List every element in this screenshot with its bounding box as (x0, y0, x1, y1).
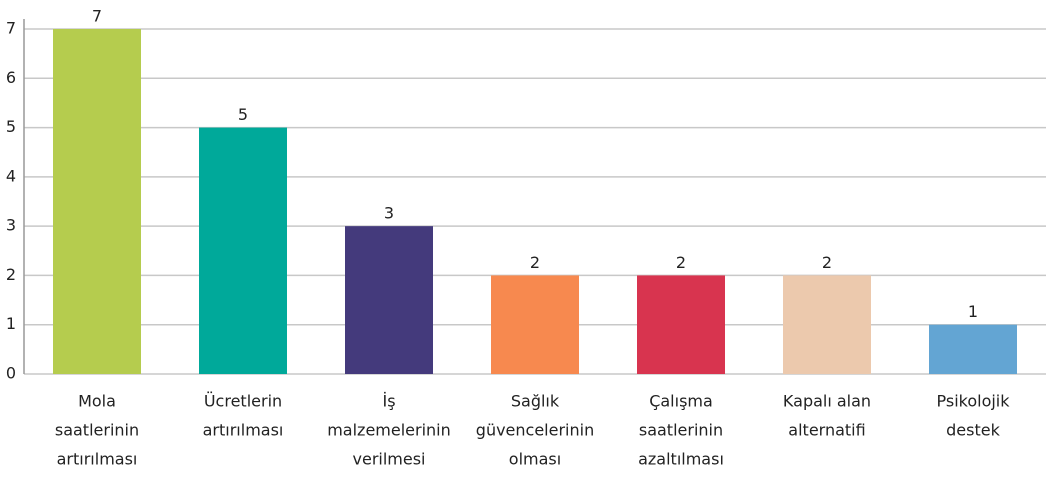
value-label: 7 (92, 7, 102, 26)
bar (491, 275, 579, 374)
y-tick-label: 3 (6, 216, 16, 235)
value-label: 2 (822, 253, 832, 272)
bar (929, 324, 1017, 374)
x-tick-label: saatlerinin (639, 421, 723, 440)
y-tick-label: 0 (6, 364, 16, 383)
x-tick-label: artırılması (57, 450, 138, 469)
x-tick-label: verilmesi (353, 450, 426, 469)
y-tick-label: 4 (6, 166, 16, 185)
bar (637, 275, 725, 374)
value-label: 5 (238, 105, 248, 124)
bar (783, 275, 871, 374)
x-tick-label: azaltılması (638, 450, 724, 469)
x-tick-label: destek (946, 421, 1000, 440)
x-tick-label: İş (382, 392, 395, 411)
y-tick-label: 7 (6, 19, 16, 38)
x-tick-label: malzemelerinin (327, 421, 451, 440)
value-label: 1 (968, 302, 978, 321)
value-label: 3 (384, 204, 394, 223)
value-label: 2 (676, 253, 686, 272)
x-tick-label: Sağlık (511, 392, 560, 411)
x-tick-label: Çalışma (649, 392, 713, 411)
x-tick-label: saatlerinin (55, 421, 139, 440)
y-tick-label: 1 (6, 314, 16, 333)
x-tick-label: Kapalı alan (783, 392, 871, 411)
value-label: 2 (530, 253, 540, 272)
bar (199, 127, 287, 374)
x-tick-label: alternatifi (788, 421, 865, 440)
bar (53, 29, 141, 374)
x-tick-label: Psikolojik (936, 392, 1010, 411)
bar (345, 226, 433, 374)
y-tick-label: 2 (6, 265, 16, 284)
x-tick-label: artırılması (203, 421, 284, 440)
y-tick-label: 5 (6, 117, 16, 136)
x-tick-label: Mola (78, 392, 116, 411)
x-tick-label: güvencelerinin (476, 421, 594, 440)
x-tick-label: olması (509, 450, 561, 469)
x-tick-label: Ücretlerin (204, 392, 282, 411)
y-tick-label: 6 (6, 68, 16, 87)
